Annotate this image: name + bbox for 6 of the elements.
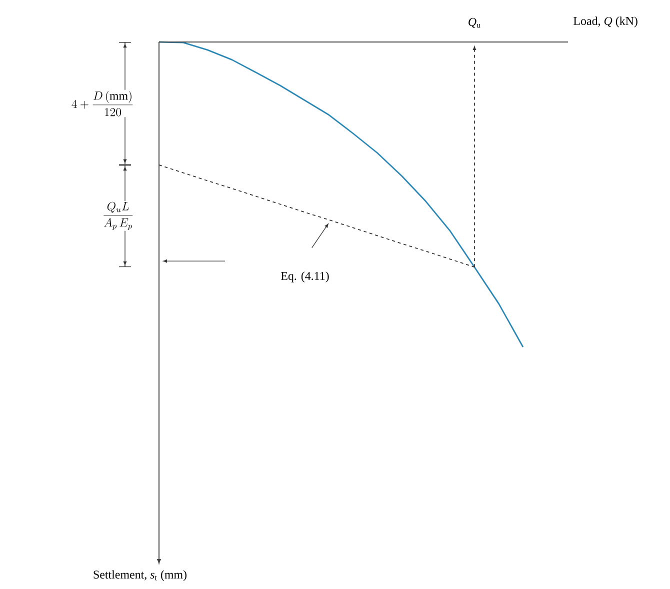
x-axis-title: Load, Q (kN) [574, 16, 638, 28]
text: $4+\frac{D\,(\mathrm{mm})}{120}$ [72, 90, 133, 116]
text: Q$_{u}$ [468, 18, 480, 28]
text: $\frac{Q_{u}L}{A_{p}\,E_{p}}$ [104, 202, 133, 230]
text: Settlement, s$_{t}$ (mm) [94, 570, 186, 582]
annotation: Eq. (4.11) [281, 272, 329, 282]
